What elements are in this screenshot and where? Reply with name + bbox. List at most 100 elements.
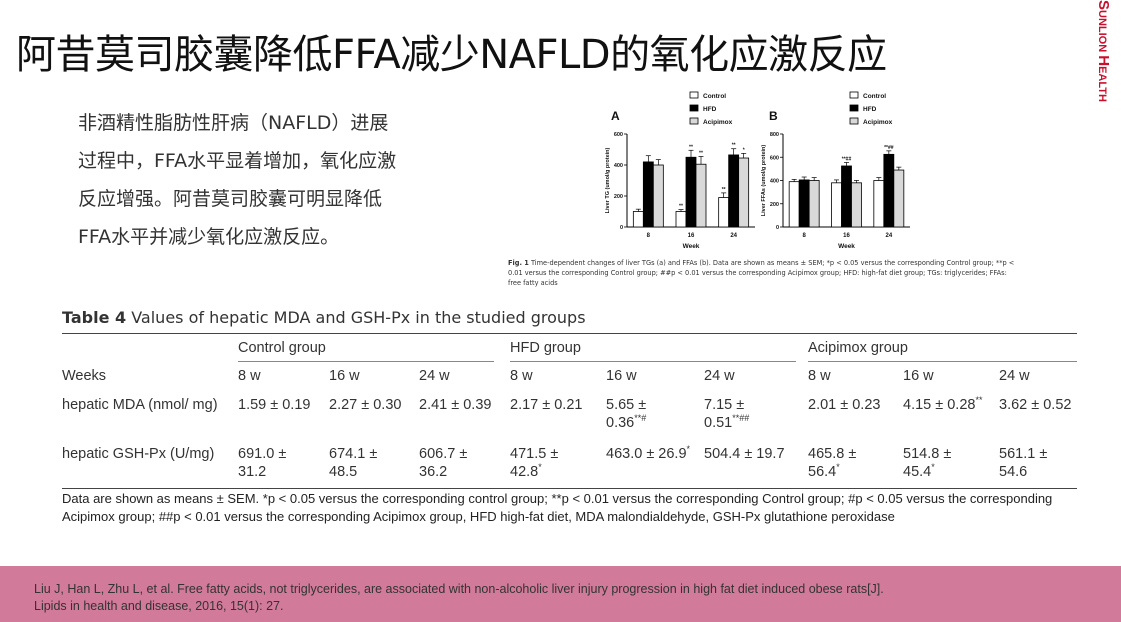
bar <box>675 211 687 228</box>
bar <box>851 182 862 228</box>
intro-text: 非酒精性脂肪性肝病（NAFLD）进展 过程中，FFA水平显着增加，氧化应激 反应… <box>78 104 458 256</box>
bar <box>695 163 707 228</box>
week-header: 16 w <box>606 368 637 384</box>
cell-value: 2.27 ± 0.30 <box>329 397 402 413</box>
table-cell: 465.8 ± 56.4* <box>808 445 866 481</box>
figure-caption: Fig. 1 Time-dependent changes of liver T… <box>508 258 1020 288</box>
intro-line: 过程中，FFA水平显着增加，氧化应激 <box>78 150 397 172</box>
significance-marker: **## <box>732 413 750 424</box>
legend-label: Control <box>703 93 726 100</box>
table-cell: 504.4 ± 19.7 <box>704 445 785 463</box>
legend-swatch <box>849 104 859 112</box>
cell-value: 504.4 ± 19.7 <box>704 446 785 462</box>
legend-swatch <box>689 117 699 125</box>
row-label-mda: hepatic MDA (nmol/ mg) <box>62 397 218 413</box>
y-tick-label: 0 <box>776 225 779 231</box>
significance-marker: * <box>931 462 935 473</box>
y-tick-label: 400 <box>614 163 623 169</box>
table-cell: 5.65 ± 0.36**# <box>606 396 664 432</box>
y-axis-label: Liver TG (umol/g protein) <box>605 147 611 213</box>
group-underline <box>808 361 1077 362</box>
legend-label: HFD <box>863 106 877 113</box>
table-cell: 561.1 ± 54.6 <box>999 445 1057 481</box>
table-caption: Values of hepatic MDA and GSH-Px in the … <box>126 308 586 327</box>
table-cell: 463.0 ± 26.9* <box>606 445 690 463</box>
bar <box>632 211 644 228</box>
significance-label: ** <box>679 204 683 210</box>
cell-value: 561.1 ± 54.6 <box>999 446 1048 480</box>
table-cell: 674.1 ± 48.5 <box>329 445 387 481</box>
significance-marker: ** <box>975 395 983 406</box>
bar <box>652 164 664 228</box>
table-cell: 2.01 ± 0.23 <box>808 396 880 414</box>
cell-value: 2.01 ± 0.23 <box>808 397 881 413</box>
y-tick-label: 600 <box>614 132 623 138</box>
brand-wordmark: SUNLION HEALTH <box>1095 0 1112 102</box>
bar <box>718 197 730 228</box>
week-header: 8 w <box>808 368 831 384</box>
week-header: 24 w <box>999 368 1030 384</box>
x-tick-label: 16 <box>688 233 695 239</box>
bar <box>685 156 697 228</box>
significance-label: **## <box>884 145 894 151</box>
intro-line: 非酒精性脂肪性肝病（NAFLD）进展 <box>78 112 389 134</box>
y-tick-label: 200 <box>614 194 623 200</box>
x-tick-label: 8 <box>802 233 806 239</box>
table-label: Table 4 <box>62 308 127 327</box>
significance-marker: * <box>836 462 840 473</box>
legend-swatch <box>849 117 859 125</box>
table-cell: 4.15 ± 0.28** <box>903 396 982 414</box>
legend-label: Control <box>863 93 886 100</box>
row-label-gshpx: hepatic GSH-Px (U/mg) <box>62 446 215 462</box>
reference-citation: Liu J, Han L, Zhu L, et al. Free fatty a… <box>34 581 1094 615</box>
legend-swatch <box>849 91 859 99</box>
bar <box>808 180 820 228</box>
significance-label: ** <box>732 143 736 149</box>
significance-label: **## <box>842 156 852 162</box>
significance-marker: * <box>538 462 542 473</box>
group-underline <box>510 361 796 362</box>
bar <box>798 179 810 228</box>
slide-title: 阿昔莫司胶囊降低FFA减少NAFLD的氧化应激反应 <box>16 32 887 78</box>
y-axis-label: Liver FFAs (umol/g protein) <box>761 145 767 217</box>
week-header: 24 w <box>419 368 450 384</box>
significance-label: ** <box>699 150 703 156</box>
bar <box>788 181 800 228</box>
cell-value: 4.15 ± 0.28 <box>903 397 976 413</box>
legend-swatch <box>689 91 699 99</box>
cell-value: 465.8 ± 56.4 <box>808 446 857 480</box>
significance-label: * <box>743 147 745 153</box>
week-header: 8 w <box>510 368 533 384</box>
cell-value: 606.7 ± 36.2 <box>419 446 468 480</box>
table-top-rule <box>62 333 1077 334</box>
cell-value: 2.17 ± 0.21 <box>510 397 583 413</box>
table-cell: 1.59 ± 0.19 <box>238 396 310 414</box>
brand-logo: SUNLION HEALTH <box>1095 0 1112 102</box>
figure-caption-label: Fig. 1 <box>508 259 529 267</box>
bar <box>841 165 852 228</box>
y-tick-label: 800 <box>770 132 779 138</box>
group-header-hfd: HFD group <box>510 340 581 356</box>
x-tick-label: 8 <box>647 233 651 239</box>
table-cell: 691.0 ± 31.2 <box>238 445 296 481</box>
legend-label: Acipimox <box>703 119 733 126</box>
reference-line: Liu J, Han L, Zhu L, et al. Free fatty a… <box>34 582 884 596</box>
figure-bar-charts: A Control HFD Acipimox 0 200 400 600 Liver TG (u… <box>605 91 910 250</box>
legend-label: Acipimox <box>863 119 893 126</box>
table-footnote-text: Data are shown as means ± SEM. *p < 0.05… <box>62 491 1053 524</box>
y-tick-label: 600 <box>770 155 779 161</box>
cell-value: 1.59 ± 0.19 <box>238 397 311 413</box>
significance-marker: * <box>686 444 691 455</box>
bar <box>642 161 654 228</box>
cell-value: 691.0 ± 31.2 <box>238 446 287 480</box>
table-bottom-rule <box>62 488 1077 489</box>
table-cell: 606.7 ± 36.2 <box>419 445 477 481</box>
table-title: Table 4 Values of hepatic MDA and GSH-Px… <box>62 308 586 327</box>
y-tick-label: 200 <box>770 202 779 208</box>
y-tick-label: 400 <box>770 179 779 185</box>
figure-caption-text: Time-dependent changes of liver TGs (a) … <box>508 259 1015 287</box>
bar <box>873 180 885 228</box>
bar <box>883 153 895 228</box>
group-header-acipimox: Acipimox group <box>808 340 908 356</box>
significance-label: ** <box>689 144 693 150</box>
